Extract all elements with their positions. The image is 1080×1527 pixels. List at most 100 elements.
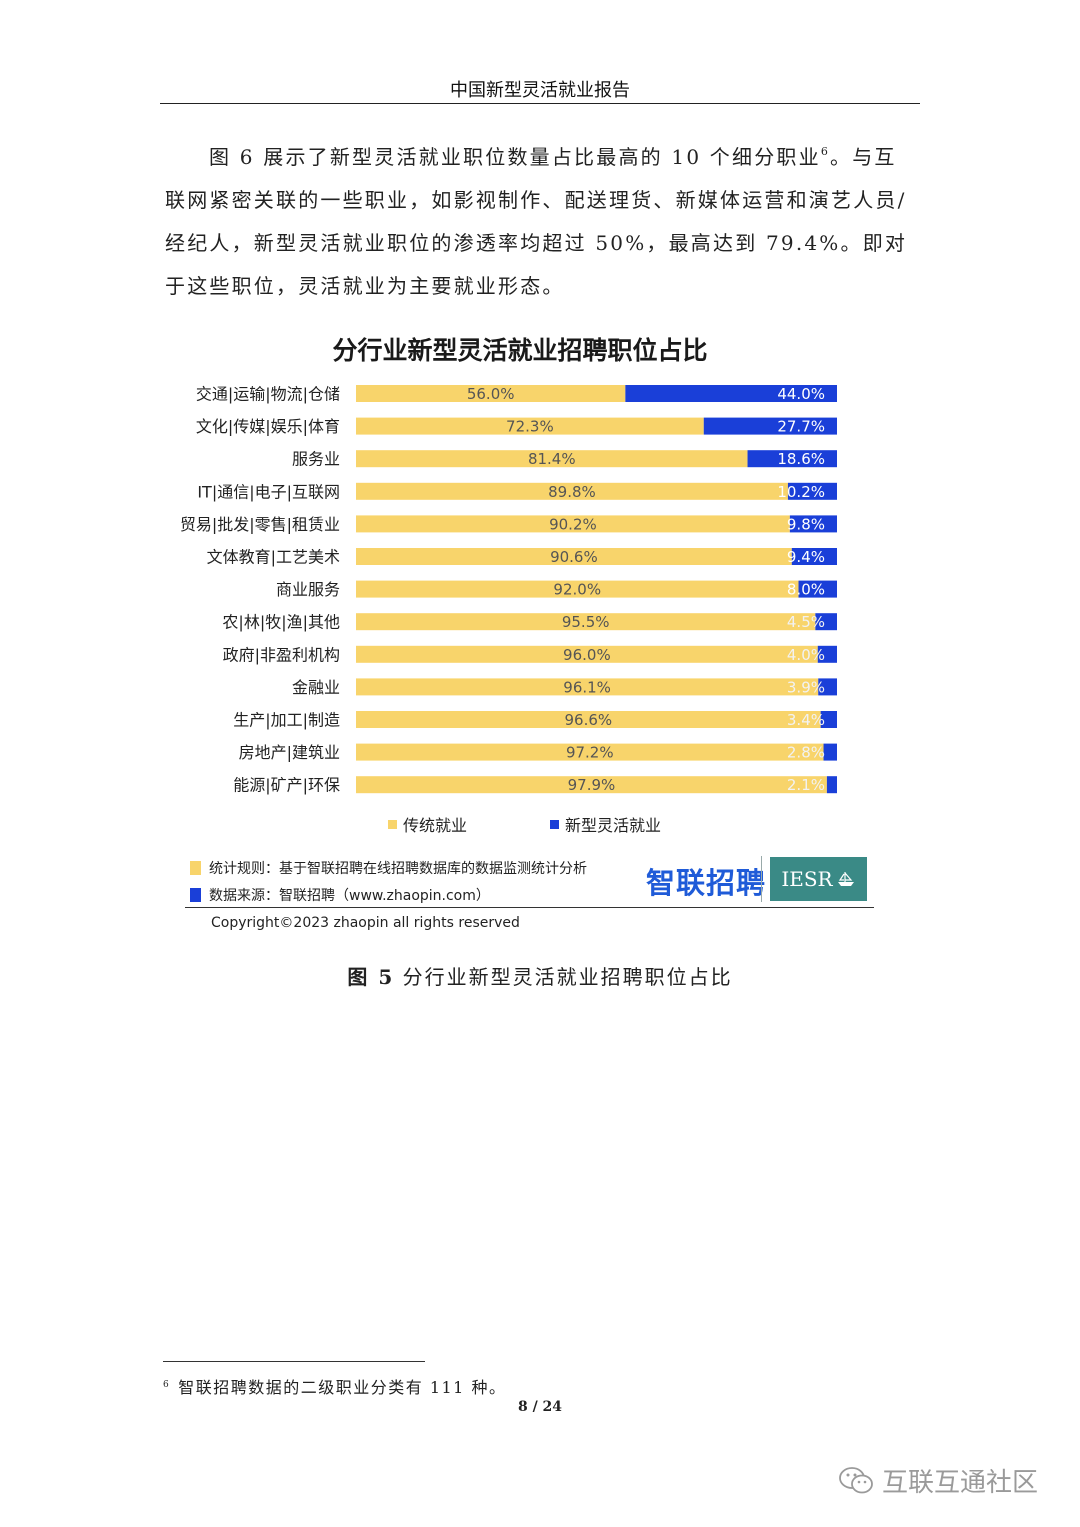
body-text-part1: 图 6 展示了新型灵活就业职位数量占比最高的 10 个细分职业 <box>209 145 821 169</box>
data-label-flexible: 9.8% <box>787 515 825 533</box>
category-label: 服务业 <box>292 450 340 469</box>
wechat-icon <box>839 1466 873 1493</box>
data-label-flexible: 2.8% <box>787 744 825 762</box>
data-label-flexible: 10.2% <box>777 483 825 501</box>
bar-traditional <box>356 776 827 794</box>
data-source-text: 数据来源：智联招聘（www.zhaopin.com） <box>209 888 490 904</box>
category-label: 生产|加工|制造 <box>233 711 340 730</box>
bar-traditional <box>356 580 799 598</box>
legend-label-flexible: 新型灵活就业 <box>565 816 662 835</box>
bar-traditional <box>356 450 748 468</box>
bar-traditional <box>356 548 792 565</box>
data-label-traditional: 97.2% <box>566 744 614 762</box>
figure-caption: 图 5 分行业新型灵活就业招聘职位占比 <box>160 961 920 990</box>
footnote-text: 智联招聘数据的二级职业分类有 111 种。 <box>178 1378 507 1397</box>
bar-traditional <box>356 613 816 631</box>
data-label-traditional: 96.1% <box>563 678 611 696</box>
bar-flexible <box>826 776 837 794</box>
bar-traditional <box>356 417 704 435</box>
body-text-part2: 。与互联网紧密关联的一些职业，如影视制作、配送理货、新媒体运营和演艺人员/经纪人… <box>165 145 908 298</box>
data-label-flexible: 2.1% <box>787 776 825 794</box>
data-label-traditional: 90.6% <box>550 548 598 566</box>
copyright-text: Copyright©2023 zhaopin all rights reserv… <box>211 915 520 931</box>
data-label-traditional: 89.8% <box>548 483 596 501</box>
bar-traditional <box>356 678 819 696</box>
header-divider <box>160 103 920 104</box>
category-label: 交通|运输|物流|仓储 <box>196 385 340 404</box>
figure-caption-text: 分行业新型灵活就业招聘职位占比 <box>402 965 733 989</box>
data-label-traditional: 72.3% <box>506 418 554 436</box>
category-label: 农|林|牧|渔|其他 <box>222 613 340 632</box>
bar-traditional <box>356 482 788 500</box>
bar-flexible <box>703 417 837 435</box>
data-label-flexible: 44.0% <box>777 385 825 403</box>
note-swatch-yellow <box>190 861 201 875</box>
bar-traditional <box>356 515 790 533</box>
boat-icon <box>837 872 854 886</box>
chart-title: 分行业新型灵活就业招聘职位占比 <box>332 336 708 365</box>
bar-flexible <box>787 482 837 500</box>
bar-flexible <box>625 385 837 402</box>
bar-flexible <box>798 580 837 598</box>
stacked-bar-chart: 交通|运输|物流|仓储 56.0% 44.0% 文化|传媒|娱乐|体育 72.3% 27.… <box>180 385 837 795</box>
legend-item-flexible: 新型灵活就业 <box>550 812 661 836</box>
legend-label-traditional: 传统就业 <box>403 816 468 835</box>
footnote-ref[interactable]: 6 <box>820 145 831 158</box>
data-label-traditional: 95.5% <box>562 613 610 631</box>
header-title: 中国新型灵活就业报告 <box>450 80 630 101</box>
bar-flexible <box>747 450 837 468</box>
body-paragraph: 图 6 展示了新型灵活就业职位数量占比最高的 10 个细分职业6。与互联网紧密关… <box>165 136 917 308</box>
iesr-logo-text: IESR <box>781 867 833 891</box>
data-label-traditional: 92.0% <box>553 581 601 599</box>
category-label: 贸易|批发|零售|租赁业 <box>180 515 340 534</box>
data-label-flexible: 27.7% <box>777 418 825 436</box>
bar-traditional <box>356 711 821 728</box>
legend-swatch-traditional <box>388 820 397 829</box>
watermark-text: 互联互通社区 <box>882 1468 1039 1498</box>
data-label-traditional: 96.0% <box>563 646 611 664</box>
bar-traditional <box>356 385 626 402</box>
iesr-logo: IESR <box>770 857 867 901</box>
data-label-flexible: 4.5% <box>787 613 825 631</box>
footnote-mark: 6 <box>163 1380 171 1390</box>
bar-flexible <box>817 645 837 663</box>
data-label-flexible: 8.0% <box>787 581 825 599</box>
data-label-traditional: 56.0% <box>467 385 515 403</box>
data-label-traditional: 96.6% <box>564 711 612 729</box>
legend-item-traditional: 传统就业 <box>388 812 467 836</box>
data-label-traditional: 97.9% <box>568 776 616 794</box>
bar-flexible <box>789 515 837 533</box>
page-number: 8 / 24 <box>517 1399 563 1415</box>
stat-rule-text: 统计规则：基于智联招聘在线招聘数据库的数据监测统计分析 <box>209 861 587 877</box>
category-label: 文化|传媒|娱乐|体育 <box>196 417 340 436</box>
data-label-flexible: 4.0% <box>787 646 825 664</box>
zhaopin-logo: 智联招聘 <box>646 866 767 900</box>
stat-rule-note: 统计规则：基于智联招聘在线招聘数据库的数据监测统计分析 <box>190 858 587 878</box>
data-label-traditional: 90.2% <box>549 515 597 533</box>
bar-traditional <box>356 743 824 761</box>
watermark: 互联互通社区 <box>838 1462 1038 1499</box>
category-label: 金融业 <box>292 678 340 697</box>
logo-divider <box>761 856 762 902</box>
data-label-flexible: 3.4% <box>787 711 825 729</box>
category-label: 能源|矿产|环保 <box>233 776 340 795</box>
source-divider <box>185 907 874 908</box>
bar-flexible <box>818 678 837 696</box>
category-label: 政府|非盈利机构 <box>223 645 340 664</box>
bar-flexible <box>823 743 837 761</box>
category-label: IT|通信|电子|互联网 <box>197 482 340 501</box>
data-label-flexible: 18.6% <box>777 450 825 468</box>
category-label: 文体教育|工艺美术 <box>207 548 340 567</box>
category-label: 房地产|建筑业 <box>239 743 340 762</box>
data-label-traditional: 81.4% <box>528 450 576 468</box>
bar-flexible <box>815 613 837 631</box>
footnote: 6 智联招聘数据的二级职业分类有 111 种。 <box>163 1374 506 1398</box>
category-label: 商业服务 <box>276 580 340 599</box>
bar-flexible <box>820 711 837 728</box>
figure-number: 图 5 <box>347 965 395 989</box>
footnote-divider <box>163 1361 425 1362</box>
data-label-flexible: 9.4% <box>787 548 825 566</box>
note-swatch-blue <box>190 888 201 902</box>
bar-flexible <box>791 548 837 565</box>
bar-traditional <box>356 645 818 663</box>
